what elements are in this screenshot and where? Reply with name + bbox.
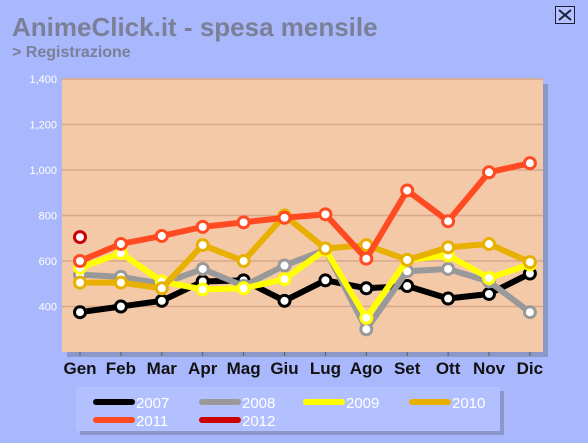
series-line-2009: [77, 246, 533, 321]
data-point-2010: [522, 255, 537, 270]
data-point-2010: [482, 236, 496, 251]
legend-label-2011: 2011: [136, 413, 168, 430]
data-point-2011: [236, 215, 251, 230]
chart-title: AnimeClick.it - spesa mensile: [12, 12, 378, 42]
data-point-2010: [318, 241, 333, 256]
x-tick-label: Lug: [310, 359, 341, 378]
x-tick-label: Dic: [517, 359, 543, 378]
data-point-2010: [195, 238, 210, 253]
data-point-2010: [441, 240, 456, 255]
legend-label-2007: 2007: [136, 395, 169, 412]
data-point-2009: [236, 281, 251, 296]
data-point-2007: [277, 293, 292, 308]
data-point-2008: [195, 261, 210, 276]
data-point-2011: [113, 236, 128, 251]
chart-subtitle: > Registrazione: [12, 44, 131, 61]
legend-label-2012: 2012: [242, 413, 275, 430]
data-point-2007: [441, 291, 456, 306]
x-tick-label: Gen: [63, 359, 96, 378]
legend-label-2008: 2008: [242, 395, 275, 412]
data-point-2011: [359, 251, 374, 266]
x-tick-label: Feb: [106, 359, 136, 378]
data-point-2007: [318, 273, 333, 288]
data-point-2008: [277, 258, 292, 273]
data-point-2011: [400, 183, 415, 198]
legend: [76, 387, 500, 431]
data-point-2009: [359, 310, 374, 325]
data-point-2009: [482, 271, 496, 286]
x-tick-label: Set: [394, 359, 421, 378]
y-tick-label: 400: [39, 302, 57, 314]
data-point-2009: [277, 272, 292, 287]
y-tick-label: 1,200: [29, 120, 57, 132]
data-point-2010: [113, 275, 128, 290]
data-point-2011: [482, 165, 496, 180]
y-tick-label: 600: [39, 256, 57, 268]
legend-label-2009: 2009: [346, 395, 379, 412]
data-point-2011: [73, 254, 87, 268]
x-tick-label: Apr: [188, 359, 218, 378]
close-icon: [558, 9, 572, 21]
data-point-2011: [318, 207, 333, 222]
y-tick-label: 1,400: [29, 74, 57, 86]
data-point-2010: [73, 275, 87, 290]
data-point-2010: [236, 254, 251, 268]
y-tick-label: 1,000: [29, 165, 57, 177]
data-point-2011: [441, 214, 456, 229]
data-point-2008: [441, 261, 456, 276]
x-tick-label: Mar: [147, 359, 178, 378]
data-point-2009: [195, 282, 210, 297]
data-point-2011: [195, 219, 210, 234]
x-tick-label: Nov: [473, 359, 506, 378]
data-point-2007: [482, 286, 496, 301]
x-tick-label: Ott: [436, 359, 461, 378]
data-point-2012: [73, 230, 87, 245]
data-point-2008: [522, 305, 537, 320]
close-button[interactable]: [555, 6, 575, 24]
data-point-2008: [359, 322, 374, 337]
data-point-2011: [154, 228, 169, 243]
data-point-2011: [277, 210, 292, 225]
x-tick-label: Mag: [227, 359, 261, 378]
data-point-2007: [359, 281, 374, 296]
y-tick-label: 800: [39, 211, 57, 223]
data-point-2010: [154, 281, 169, 296]
data-point-2007: [73, 305, 87, 320]
data-point-2011: [522, 156, 537, 171]
data-point-2010: [400, 252, 415, 267]
data-point-2007: [400, 279, 415, 294]
x-tick-label: Ago: [350, 359, 383, 378]
x-tick-label: Giu: [270, 359, 298, 378]
data-point-2007: [154, 293, 169, 308]
data-point-2007: [113, 299, 128, 314]
legend-label-2010: 2010: [452, 395, 485, 412]
